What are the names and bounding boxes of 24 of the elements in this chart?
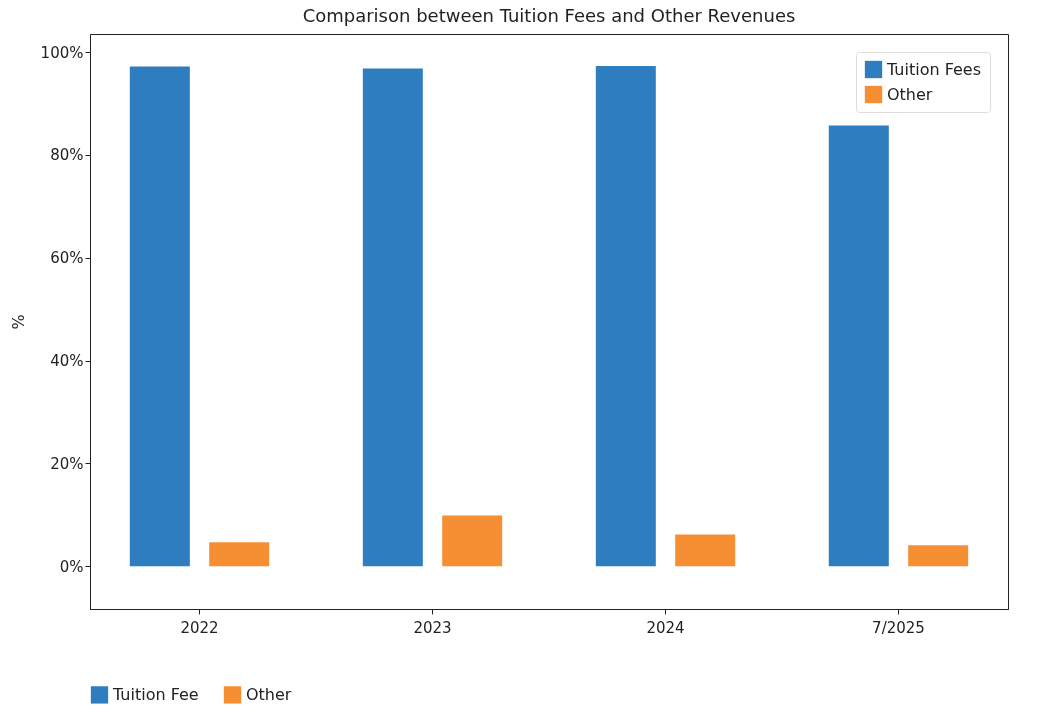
chart-title: Comparison between Tuition Fees and Other Revenues xyxy=(302,5,796,26)
x-tick-label: 2023 xyxy=(413,618,452,637)
bar xyxy=(675,534,736,567)
bar xyxy=(362,68,423,567)
bar xyxy=(209,542,270,567)
x-tick-label: 2024 xyxy=(646,618,685,637)
y-tick-label: 0% xyxy=(59,557,84,576)
bar xyxy=(908,545,969,567)
x-tick-label: 7/2025 xyxy=(872,618,925,637)
bar xyxy=(595,65,656,567)
y-tick-label: 60% xyxy=(50,249,84,268)
y-axis-title: % xyxy=(8,314,28,330)
bar xyxy=(828,125,889,567)
y-tick-label: 40% xyxy=(50,352,84,371)
x-tick-label: 2022 xyxy=(180,618,219,637)
y-tick-label: 100% xyxy=(40,43,84,62)
text: Tuition Fee xyxy=(112,684,199,704)
y-tick-label: 80% xyxy=(50,146,84,165)
legend-label: Tuition Fees xyxy=(886,59,982,79)
legend-label: Other xyxy=(887,84,933,104)
y-tick-label: 20% xyxy=(50,454,84,473)
text: Other xyxy=(246,684,292,704)
bar xyxy=(129,66,190,567)
bar xyxy=(442,515,503,567)
